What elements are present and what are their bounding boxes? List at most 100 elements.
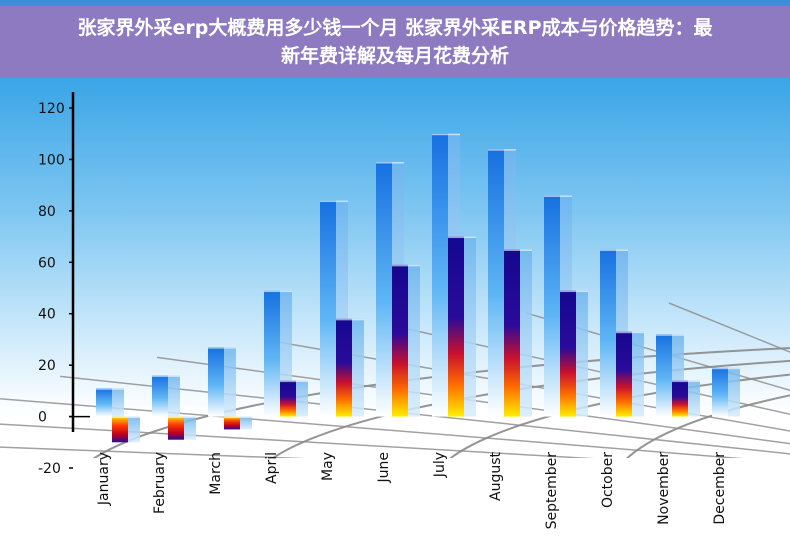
bar-series1-3-cap <box>208 347 236 349</box>
x-category-label: December <box>712 452 728 525</box>
bar-series1-10-cap <box>600 249 628 251</box>
bar-series2-9-front <box>560 290 576 417</box>
bar-series2-4-side <box>296 380 308 417</box>
y-tick-label: 120 <box>38 101 65 117</box>
bar-series2-1-side <box>128 416 140 443</box>
grid-arc <box>429 373 790 491</box>
y-tick-label: 20 <box>38 358 56 374</box>
bar-series1-2-side <box>168 375 180 417</box>
bar-series2-1-front <box>112 416 128 443</box>
bar-series1-1-side <box>112 388 124 417</box>
bar-series1-3-side <box>224 347 236 417</box>
x-category-label: March <box>208 452 224 495</box>
grid-arc <box>609 394 790 491</box>
bar-series2-3-side <box>240 416 252 430</box>
bar-series2-7-side <box>464 236 476 417</box>
x-category-label: July <box>432 452 448 478</box>
bar-series2-7 <box>448 236 476 417</box>
bar-series2-5 <box>336 318 364 417</box>
bar-series2-11-front <box>672 380 688 417</box>
bar-series1-6-cap <box>376 162 404 164</box>
bar-series2-9-cap <box>560 290 588 293</box>
x-category-label: August <box>488 451 504 501</box>
bar-series2-1 <box>112 416 140 443</box>
bar-series2-6-side <box>408 264 420 417</box>
bar-series2-7-front <box>448 236 464 417</box>
bar-series1-11-cap <box>656 334 684 336</box>
bar-series2-1-cap <box>112 416 140 419</box>
bar-series2-7-cap <box>448 236 476 239</box>
y-tick-label: 80 <box>38 204 56 220</box>
bar-series1-5-front <box>320 200 336 417</box>
y-tick-label: -20 <box>38 461 61 477</box>
bar-series2-6-front <box>392 264 408 417</box>
x-category-label: May <box>320 452 336 481</box>
bar-series2-9 <box>560 290 588 417</box>
bar-series1-9-front <box>544 195 560 417</box>
bar-series1-10-front <box>600 249 616 417</box>
grid-ray <box>668 302 790 353</box>
bar-series1-1 <box>96 388 124 417</box>
x-category-label: October <box>600 452 616 508</box>
bar-series2-2-cap <box>168 416 196 419</box>
bar-series2-8-side <box>520 249 532 417</box>
bar-series2-3 <box>224 416 252 430</box>
grid-arc <box>249 359 790 491</box>
bar-series2-8-cap <box>504 249 532 251</box>
category-labels: January February March April May June July Augu… <box>96 451 728 529</box>
bar-series2-2 <box>168 416 196 440</box>
bar-series1-2-front <box>152 375 168 417</box>
page-title: 张家界外采erp大概费用多少钱一个月 张家界外采ERP成本与价格趋势：最新年费详… <box>0 6 790 78</box>
bar-series1-1-front <box>96 388 112 417</box>
bar-series2-3-cap <box>224 416 252 419</box>
bar-series2-8-front <box>504 249 520 417</box>
bar-series2-9-side <box>576 290 588 417</box>
bar-series2-11-side <box>688 380 700 417</box>
bar-series2-5-front <box>336 318 352 417</box>
bar-series1-11-front <box>656 334 672 417</box>
y-tick-label: 100 <box>38 152 65 168</box>
bar-series2-2-side <box>184 416 196 440</box>
grid-arc <box>69 346 790 491</box>
bar-series1-6-front <box>376 162 392 417</box>
y-axis: -20 0 20 40 60 80 100 120 <box>38 92 90 477</box>
top-stripe <box>0 0 790 6</box>
bar-series2-4-front <box>280 380 296 417</box>
bar-series1-5-cap <box>320 200 348 203</box>
bar-series2-6-cap <box>392 264 420 267</box>
y-tick-label: 0 <box>38 410 47 426</box>
floor-fade <box>0 458 790 555</box>
bar-series1-9-cap <box>544 195 572 197</box>
bar-series1-7-cap <box>432 133 460 136</box>
bar-series1-4-front <box>264 290 280 417</box>
x-category-label: September <box>544 452 560 530</box>
bar-series2-3-front <box>224 416 240 430</box>
x-category-label: November <box>656 452 672 525</box>
bar-series1-4-cap <box>264 290 292 293</box>
bars <box>96 133 740 443</box>
bar-series1-3-front <box>208 347 224 417</box>
bar-series2-10-front <box>616 331 632 417</box>
grid-ray <box>156 356 790 445</box>
bar-series2-11-cap <box>672 380 700 383</box>
bar-series1-8-front <box>488 149 504 417</box>
x-category-label: April <box>264 452 280 484</box>
y-tick-label: 60 <box>38 255 56 271</box>
bar-series2-10-cap <box>616 331 644 334</box>
bar-series2-8 <box>504 249 532 417</box>
x-category-label: January <box>96 452 112 506</box>
bar-series2-5-cap <box>336 318 364 321</box>
bar-series1-8-cap <box>488 149 516 151</box>
bar-series2-11 <box>672 380 700 417</box>
bar-series2-2-front <box>168 416 184 440</box>
bar-series1-12-side <box>728 367 740 417</box>
bar-series2-6 <box>392 264 420 417</box>
x-category-label: June <box>376 452 392 484</box>
bar-series2-4 <box>280 380 308 417</box>
y-tick-label: 40 <box>38 307 56 323</box>
bar-series1-2-cap <box>152 375 180 377</box>
grid-ray <box>60 375 790 455</box>
bar-series2-10 <box>616 331 644 417</box>
bar-series1-12-front <box>712 367 728 417</box>
